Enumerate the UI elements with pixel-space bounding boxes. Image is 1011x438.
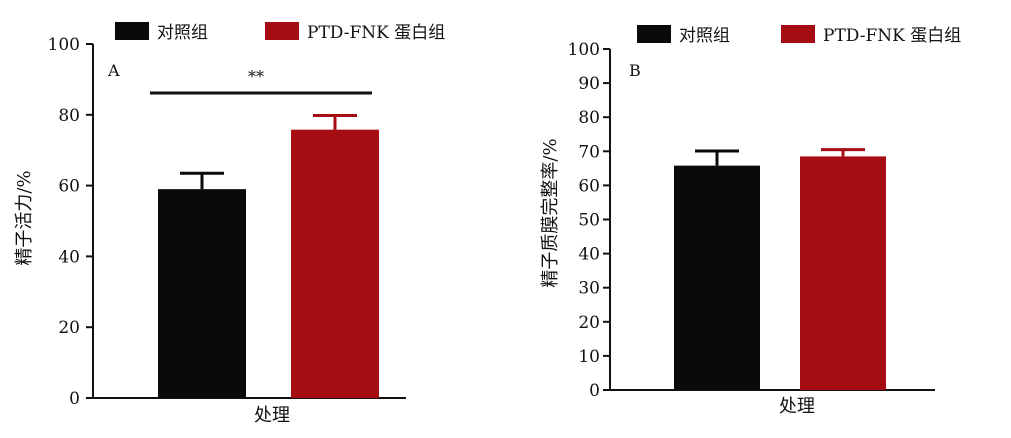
y-axis-title: 精子质膜完整率/% [540,138,561,287]
legend-label-control: 对照组 [157,23,208,43]
x-axis-title: 处理 [779,396,815,417]
y-tick-label: 90 [578,74,600,94]
y-tick-label: 50 [578,211,600,231]
legend-label-control: 对照组 [679,26,730,46]
panel-b: 对照组 PTD-FNK 蛋白组 B 处理 精子质膜完整率/% [540,25,961,417]
y-tick-label: 30 [578,279,600,299]
y-tick-label: 10 [578,347,600,367]
legend-swatch-treatment [265,22,299,40]
bar [158,189,246,398]
legend-label-treatment: PTD-FNK 蛋白组 [307,23,445,43]
y-tick-label: 60 [578,176,600,196]
y-tick-label: 40 [578,245,600,265]
y-tick-label: 20 [578,313,600,333]
panel-a: 对照组 PTD-FNK 蛋白组 A 处理 精子活力/% ** [14,22,445,426]
x-axis-title: 处理 [254,405,290,426]
y-axis-title: 精子活力/% [14,170,35,265]
legend-label-treatment: PTD-FNK 蛋白组 [823,26,961,46]
y-tick-label: 40 [58,247,80,267]
plot-area-b: 0 10 20 30 40 50 60 70 80 90 100 [568,40,935,401]
y-tick-label: 70 [578,142,600,162]
y-tick-label: 0 [69,389,80,409]
legend-swatch-control [115,22,149,40]
y-tick-label: 0 [589,381,600,401]
panel-letter: A [107,61,120,80]
y-tick-label: 80 [578,108,600,128]
y-tick-label: 20 [58,318,80,338]
bar [291,129,379,398]
y-tick-label: 100 [568,40,600,60]
panel-letter: B [629,61,641,80]
y-tick-label: 80 [58,106,80,126]
bar [800,156,886,390]
bar [674,165,760,390]
significance-marker: ** [248,67,264,86]
plot-area-a: 0 20 40 60 80 100 [48,35,406,409]
legend-swatch-treatment [781,25,815,43]
y-tick-label: 60 [58,177,80,197]
legend-swatch-control [637,25,671,43]
y-tick-label: 100 [48,35,80,55]
